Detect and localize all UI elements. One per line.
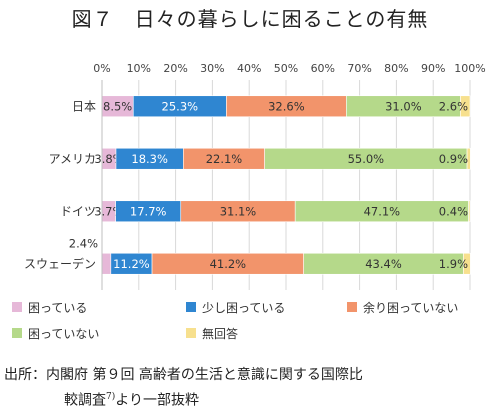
category-label: アメリカ [49, 152, 96, 166]
data-label: 17.7% [130, 204, 167, 218]
x-tick-label: 50% [274, 62, 298, 75]
x-tick-label: 10% [127, 62, 151, 75]
legend-swatch [12, 302, 22, 312]
source-line-1: 出所：内閣府 第９回 高齢者の生活と意識に関する国際比 [4, 367, 363, 383]
stacked-bar-chart: 0% 10% 20% 30% 40% 50% 60% 70% 80% 90% 100% 日本 8.5% 2… [12, 62, 486, 341]
data-label: 0.9% [439, 152, 468, 166]
bar-segment [466, 147, 471, 170]
bar-segment [468, 200, 471, 223]
source-footnote-ref: 7) [106, 392, 116, 402]
chart-title: 図７ 日々の暮らしに困ることの有無 [71, 7, 429, 31]
x-tick-label: 0% [93, 62, 110, 75]
legend-swatch [347, 302, 357, 312]
legend-label: 余り困っていない [363, 300, 458, 315]
bar-segment [101, 252, 112, 275]
x-tick-label: 60% [311, 62, 335, 75]
data-label: 1.9% [439, 257, 468, 271]
x-tick-label: 30% [200, 62, 224, 75]
data-label: 25.3% [162, 99, 199, 113]
legend-swatch [186, 302, 196, 312]
data-label: 31.1% [220, 204, 257, 218]
category-label: 日本 [72, 99, 96, 113]
data-label: 18.3% [131, 152, 168, 166]
legend-label: 無回答 [202, 326, 238, 341]
legend-label: 困っている [28, 301, 87, 315]
data-label: 0.4% [439, 204, 468, 218]
source-line-2-main: 較調査 [64, 392, 106, 409]
x-tick-label: 80% [384, 62, 408, 75]
data-label: 22.1% [206, 152, 243, 166]
legend-swatch [186, 328, 196, 338]
data-label: 8.5% [103, 99, 132, 113]
source-line-2: 較調査7)より一部抜粋 [4, 386, 496, 412]
category-label: スウェーデン [24, 256, 96, 271]
data-label: 31.0% [385, 99, 422, 113]
x-tick-label: 100% [454, 62, 485, 75]
data-label: 2.6% [439, 99, 468, 113]
x-tick-label: 40% [237, 62, 261, 75]
data-label: 47.1% [364, 204, 401, 218]
data-label: 11.2% [113, 257, 150, 271]
legend-label: 困っていない [28, 327, 99, 341]
x-tick-label: 90% [421, 62, 445, 75]
data-label: 2.4% [69, 236, 98, 250]
category-label: ドイツ [60, 204, 96, 218]
source-line-2-tail: より一部抜粋 [115, 392, 199, 409]
data-label: 41.2% [210, 257, 247, 271]
legend-label: 少し困っている [202, 301, 285, 315]
data-label: 43.4% [365, 257, 402, 271]
legend-swatch [12, 328, 22, 338]
bar-segment [463, 252, 471, 275]
data-label: 55.0% [348, 152, 385, 166]
bar-segment [460, 95, 471, 118]
x-tick-label: 70% [347, 62, 371, 75]
x-tick-label: 20% [163, 62, 187, 75]
source-note: 出所：内閣府 第９回 高齢者の生活と意識に関する国際比 較調査7)より一部抜粋 [4, 364, 496, 412]
data-label: 32.6% [268, 99, 305, 113]
